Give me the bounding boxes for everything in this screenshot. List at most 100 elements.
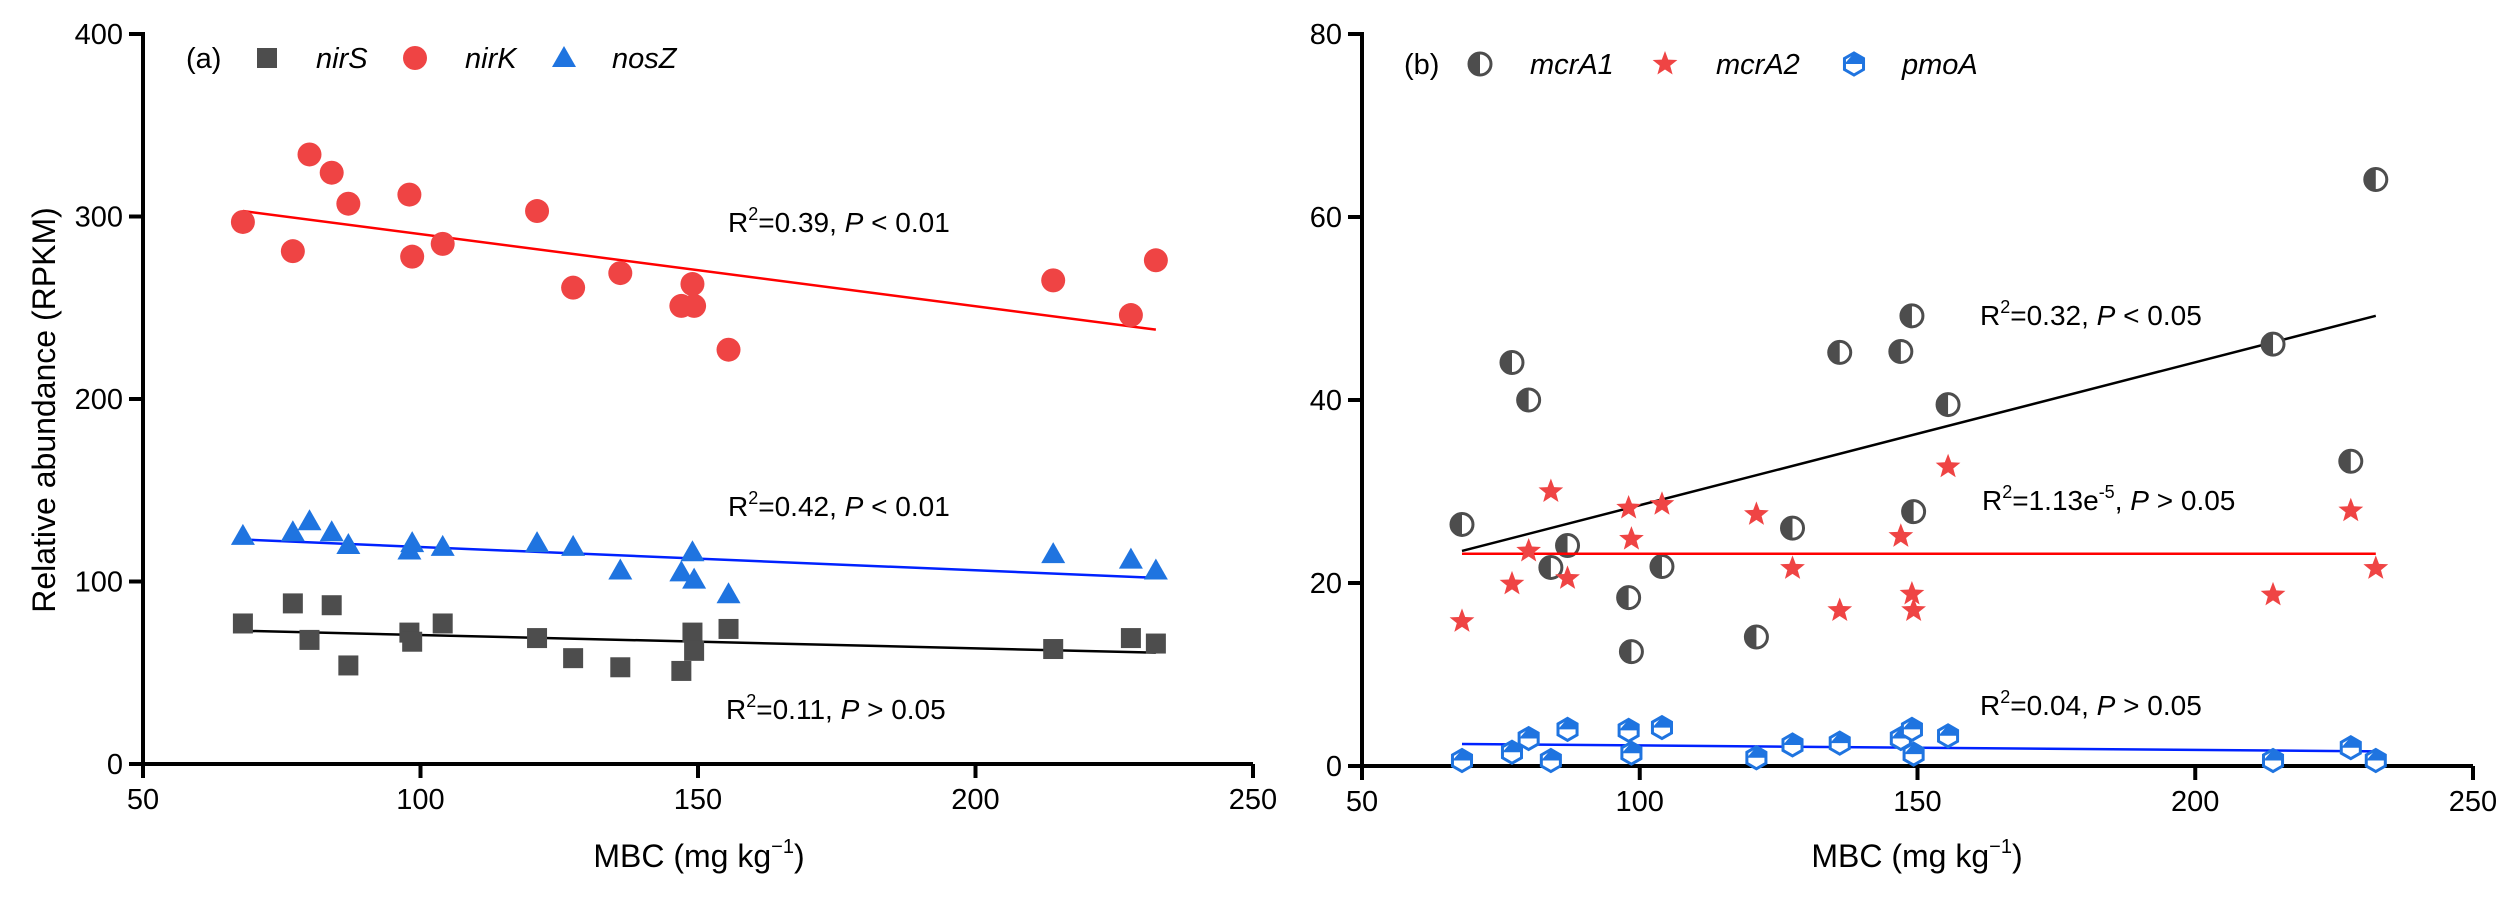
r2-value: 0.42 <box>775 491 830 522</box>
x-axis-title-sup: −1 <box>1989 836 2012 858</box>
panel-b: 50 100 150 200 250 0 20 40 60 80 MBC (mg kg−1) (b) m… <box>1310 19 2497 874</box>
nosZ-point <box>1041 542 1066 564</box>
x-tick-label: 100 <box>396 784 444 816</box>
nosZ-point <box>430 534 455 556</box>
mcrA1-point <box>1827 339 1853 365</box>
x-tick-label: 250 <box>2449 786 2497 818</box>
legend-pmoA-marker <box>1842 51 1866 77</box>
r-label: R <box>728 207 748 238</box>
mcrA1-fit-annotation: R2=0.32, P < 0.05 <box>1980 297 2202 331</box>
pmoA-point <box>1556 716 1579 743</box>
legend-mcrA1-label: mcrA1 <box>1530 49 1614 81</box>
y-axis-title: Relative abundance (RPKM) <box>26 207 62 613</box>
r2-eq: = <box>758 207 774 238</box>
nosZ-point <box>400 531 425 553</box>
x-axis-title: MBC (mg kg−1) <box>1811 836 2022 874</box>
p-label: P <box>845 207 864 238</box>
x-tick-label: 50 <box>1346 786 1378 818</box>
mcrA2-point <box>1901 597 1926 621</box>
mcrA1-point <box>1649 554 1675 580</box>
pmoA-point <box>1745 745 1768 771</box>
nirS-point <box>527 628 548 649</box>
nirK-point <box>680 272 705 297</box>
r2-eq: = <box>758 491 774 522</box>
nirS-point <box>563 648 584 669</box>
mcrA1-point <box>1780 515 1806 541</box>
mcrA1-point <box>2260 331 2286 357</box>
x-tick-label: 200 <box>2171 786 2219 818</box>
nirS-point <box>1043 639 1064 660</box>
nirK-point <box>1041 268 1066 293</box>
mcrA1-point <box>1555 532 1581 558</box>
mcrA1-point <box>2363 166 2389 192</box>
panel-label: (b) <box>1404 49 1439 81</box>
pmoA-point <box>1539 747 1562 774</box>
mcrA1-point <box>2338 448 2364 474</box>
y-tick-label: 0 <box>107 749 123 781</box>
nirK-point <box>1143 248 1168 273</box>
p-value: < 0.01 <box>871 207 950 238</box>
r-label: R <box>726 694 746 725</box>
series-mcrA2 <box>1449 453 2389 632</box>
nirK-point <box>525 199 550 224</box>
nirS-point <box>282 593 303 614</box>
r-squared-sup: 2 <box>2002 482 2012 502</box>
r2-eq: = <box>756 694 772 725</box>
r2-value: 0.04 <box>2027 690 2082 721</box>
r-label: R <box>1980 300 2000 331</box>
series-mcrA1 <box>1449 166 2389 665</box>
y-tick-label: 60 <box>1310 202 1342 234</box>
nirK-point <box>319 160 344 185</box>
r2-eq: = <box>2010 690 2026 721</box>
nirK-point <box>716 337 741 362</box>
mcrA2-point <box>1899 581 1925 605</box>
series-pmoA <box>1450 714 2387 774</box>
nosZ-point <box>716 582 741 604</box>
mcrA2-point <box>1649 491 1675 515</box>
legend-nosZ-marker <box>552 46 576 67</box>
mcrA1-point <box>1935 392 1961 418</box>
p-value: < 0.01 <box>871 491 950 522</box>
nirS-point <box>299 629 320 650</box>
r2-value: 0.32 <box>2027 300 2082 331</box>
nirS-point <box>432 613 453 634</box>
nosZ-point <box>682 567 707 589</box>
mcrA1-point <box>1743 624 1769 650</box>
mcrA1-point <box>1449 511 1475 537</box>
legend-mcrA2-label: mcrA2 <box>1716 49 1800 81</box>
p-label: P <box>2097 300 2116 331</box>
x-axis-title-end: ) <box>2012 838 2023 874</box>
nirS-fit-annotation: R2=0.11, P > 0.05 <box>726 691 946 725</box>
nosZ-point <box>1143 558 1168 580</box>
mcrA2-point <box>1780 555 1805 579</box>
r-squared-sup: 2 <box>748 488 758 508</box>
pmoA-point <box>1937 723 1960 749</box>
x-axis-title-text: MBC (mg kg <box>593 838 771 874</box>
legend-pmoA-label: pmoA <box>1901 49 1978 81</box>
panel-label: (a) <box>186 43 221 75</box>
mcrA2-point <box>1616 495 1641 519</box>
mcrA1-point <box>1538 554 1564 580</box>
nirK-point <box>561 275 586 300</box>
y-tick-label: 80 <box>1310 19 1342 51</box>
r-label: R <box>728 491 748 522</box>
nosZ-point <box>669 560 694 582</box>
p-value: > 0.05 <box>867 694 946 725</box>
nirK-point <box>430 231 455 256</box>
y-tick-label: 40 <box>1310 385 1342 417</box>
mcrA1-point <box>1516 387 1542 413</box>
y-tick-label: 400 <box>75 19 123 51</box>
x-tick-label: 150 <box>674 784 722 816</box>
y-tick-label: 20 <box>1310 568 1342 600</box>
nirK-point <box>400 244 425 269</box>
sep: , <box>2081 300 2097 331</box>
nosZ-point <box>525 531 550 553</box>
sep: , <box>2081 690 2097 721</box>
nosZ-fit-annotation: R2=0.39, P < 0.01 <box>728 204 950 238</box>
space <box>859 694 867 725</box>
r2-eq: = <box>2010 300 2026 331</box>
mcrA2-point <box>2363 555 2389 579</box>
nirK-point <box>608 261 633 286</box>
space <box>2115 690 2123 721</box>
r-label: R <box>1982 485 2002 516</box>
